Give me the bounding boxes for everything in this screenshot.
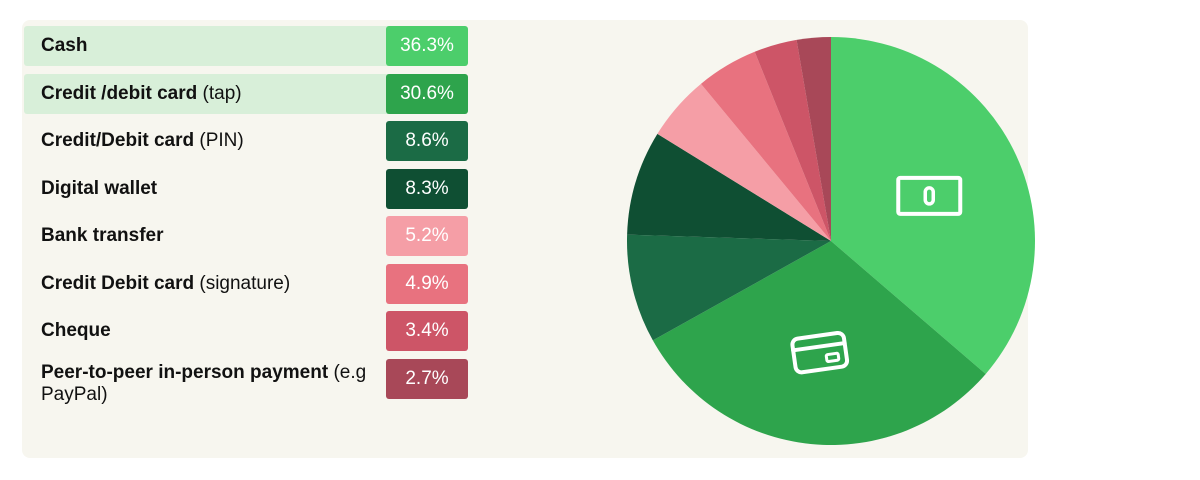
legend-label-bold: Cheque — [41, 320, 111, 342]
legend-row: Credit Debit card (signature) 4.9% — [24, 263, 470, 304]
legend: Cash 36.3% Credit /debit card (tap) 30.6% Cr… — [24, 26, 470, 416]
pie-slice — [626, 234, 831, 341]
legend-label-note: (PIN) — [194, 130, 244, 152]
value-badge: 8.3% — [386, 168, 468, 209]
value-badge: 4.9% — [386, 263, 468, 304]
legend-label: Peer-to-peer in-person payment (e.g PayP… — [41, 359, 380, 409]
value-badge: 30.6% — [386, 73, 468, 114]
value-badge: 2.7% — [386, 358, 468, 399]
legend-label-note: (tap) — [197, 82, 242, 104]
legend-label: Bank transfer — [41, 216, 380, 256]
legend-label-bold: Credit Debit card — [41, 272, 195, 294]
legend-label: Cheque — [41, 311, 380, 351]
legend-row: Cheque 3.4% — [24, 311, 470, 351]
legend-label: Credit/Debit card (PIN) — [41, 121, 380, 161]
pie-slice — [796, 37, 831, 241]
legend-label-bold: Bank transfer — [41, 225, 164, 247]
value-badge: 36.3% — [386, 26, 468, 66]
legend-row: Bank transfer 5.2% — [24, 216, 470, 256]
legend-row: Peer-to-peer in-person payment (e.g PayP… — [24, 358, 470, 409]
pie-slice — [627, 133, 831, 241]
pie-chart — [626, 37, 1036, 446]
legend-label-bold: Credit /debit card — [41, 82, 198, 104]
legend-label: Credit Debit card (signature) — [41, 264, 380, 304]
legend-label-bold: Digital wallet — [41, 177, 158, 199]
legend-row: Credit/Debit card (PIN) 8.6% — [24, 121, 470, 161]
pie-slice — [652, 241, 986, 446]
legend-row: Cash 36.3% — [24, 26, 470, 66]
pie-slice — [754, 39, 831, 242]
legend-row: Digital wallet 8.3% — [24, 168, 470, 209]
legend-label: Cash — [41, 26, 380, 66]
banknote-icon — [896, 175, 963, 216]
legend-label: Digital wallet — [41, 169, 380, 209]
credit-card-icon — [790, 330, 850, 375]
pie-slice — [657, 83, 831, 241]
value-badge: 8.6% — [386, 121, 468, 161]
legend-label-note: (e.g PayPal) — [41, 361, 367, 405]
legend-row: Credit /debit card (tap) 30.6% — [24, 73, 470, 114]
legend-label-note: (signature) — [194, 272, 291, 294]
value-badge: 3.4% — [386, 311, 468, 351]
legend-label-bold: Cash — [41, 35, 88, 57]
pie-slice — [831, 37, 1036, 374]
legend-label-bold: Peer-to-peer in-person payment — [41, 361, 329, 383]
pie-slice — [700, 51, 831, 241]
legend-label: Credit /debit card (tap) — [41, 74, 380, 114]
value-badge: 5.2% — [386, 216, 468, 256]
legend-label-bold: Credit/Debit card — [41, 130, 195, 152]
